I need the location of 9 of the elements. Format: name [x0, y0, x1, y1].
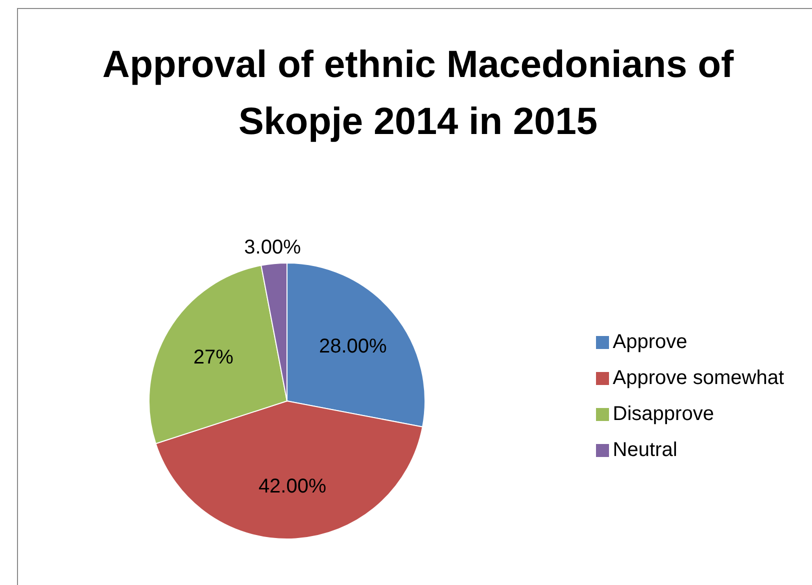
legend-label: Neutral — [612, 439, 678, 461]
data-label: 27% — [193, 346, 234, 368]
legend-label: Approve somewhat — [612, 367, 784, 389]
chart-title: Approval of ethnic Macedonians of Skopje 2014 in 2015 — [101, 43, 735, 145]
legend-label: Approve — [612, 331, 688, 353]
data-label: 42.00% — [258, 475, 326, 498]
legend-label: Disapprove — [612, 403, 714, 425]
data-label: 28.00% — [319, 335, 388, 358]
data-label: 3.00% — [244, 236, 302, 259]
